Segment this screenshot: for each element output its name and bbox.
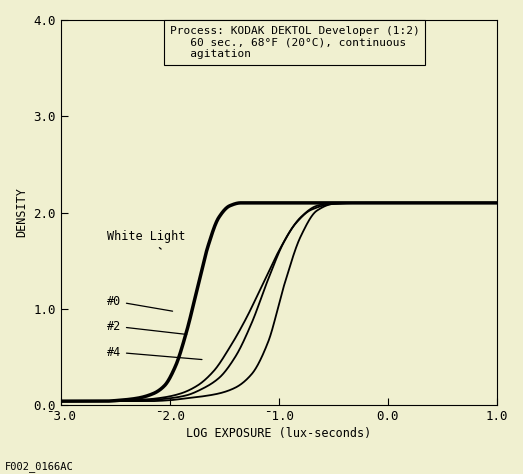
Text: #2: #2 — [107, 319, 187, 335]
X-axis label: LOG EXPOSURE (lux-seconds): LOG EXPOSURE (lux-seconds) — [186, 427, 371, 440]
Text: #0: #0 — [107, 294, 173, 311]
Text: White Light: White Light — [107, 230, 185, 249]
Text: Process: KODAK DEKTOL Developer (1:2)
   60 sec., 68°F (20°C), continuous
   agi: Process: KODAK DEKTOL Developer (1:2) 60… — [170, 26, 419, 59]
Y-axis label: DENSITY: DENSITY — [15, 188, 28, 237]
Text: #4: #4 — [107, 346, 202, 360]
Text: F002_0166AC: F002_0166AC — [5, 461, 74, 472]
